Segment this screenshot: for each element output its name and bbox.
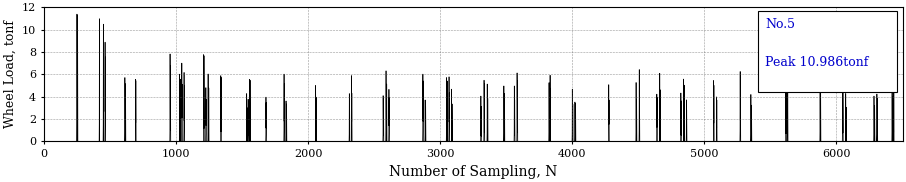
Y-axis label: Wheel Load, tonf: Wheel Load, tonf xyxy=(4,20,16,128)
Bar xyxy=(758,11,897,92)
Text: No.5: No.5 xyxy=(766,18,795,31)
X-axis label: Number of Sampling, N: Number of Sampling, N xyxy=(389,165,557,179)
Text: Peak 10.986tonf: Peak 10.986tonf xyxy=(766,56,869,69)
